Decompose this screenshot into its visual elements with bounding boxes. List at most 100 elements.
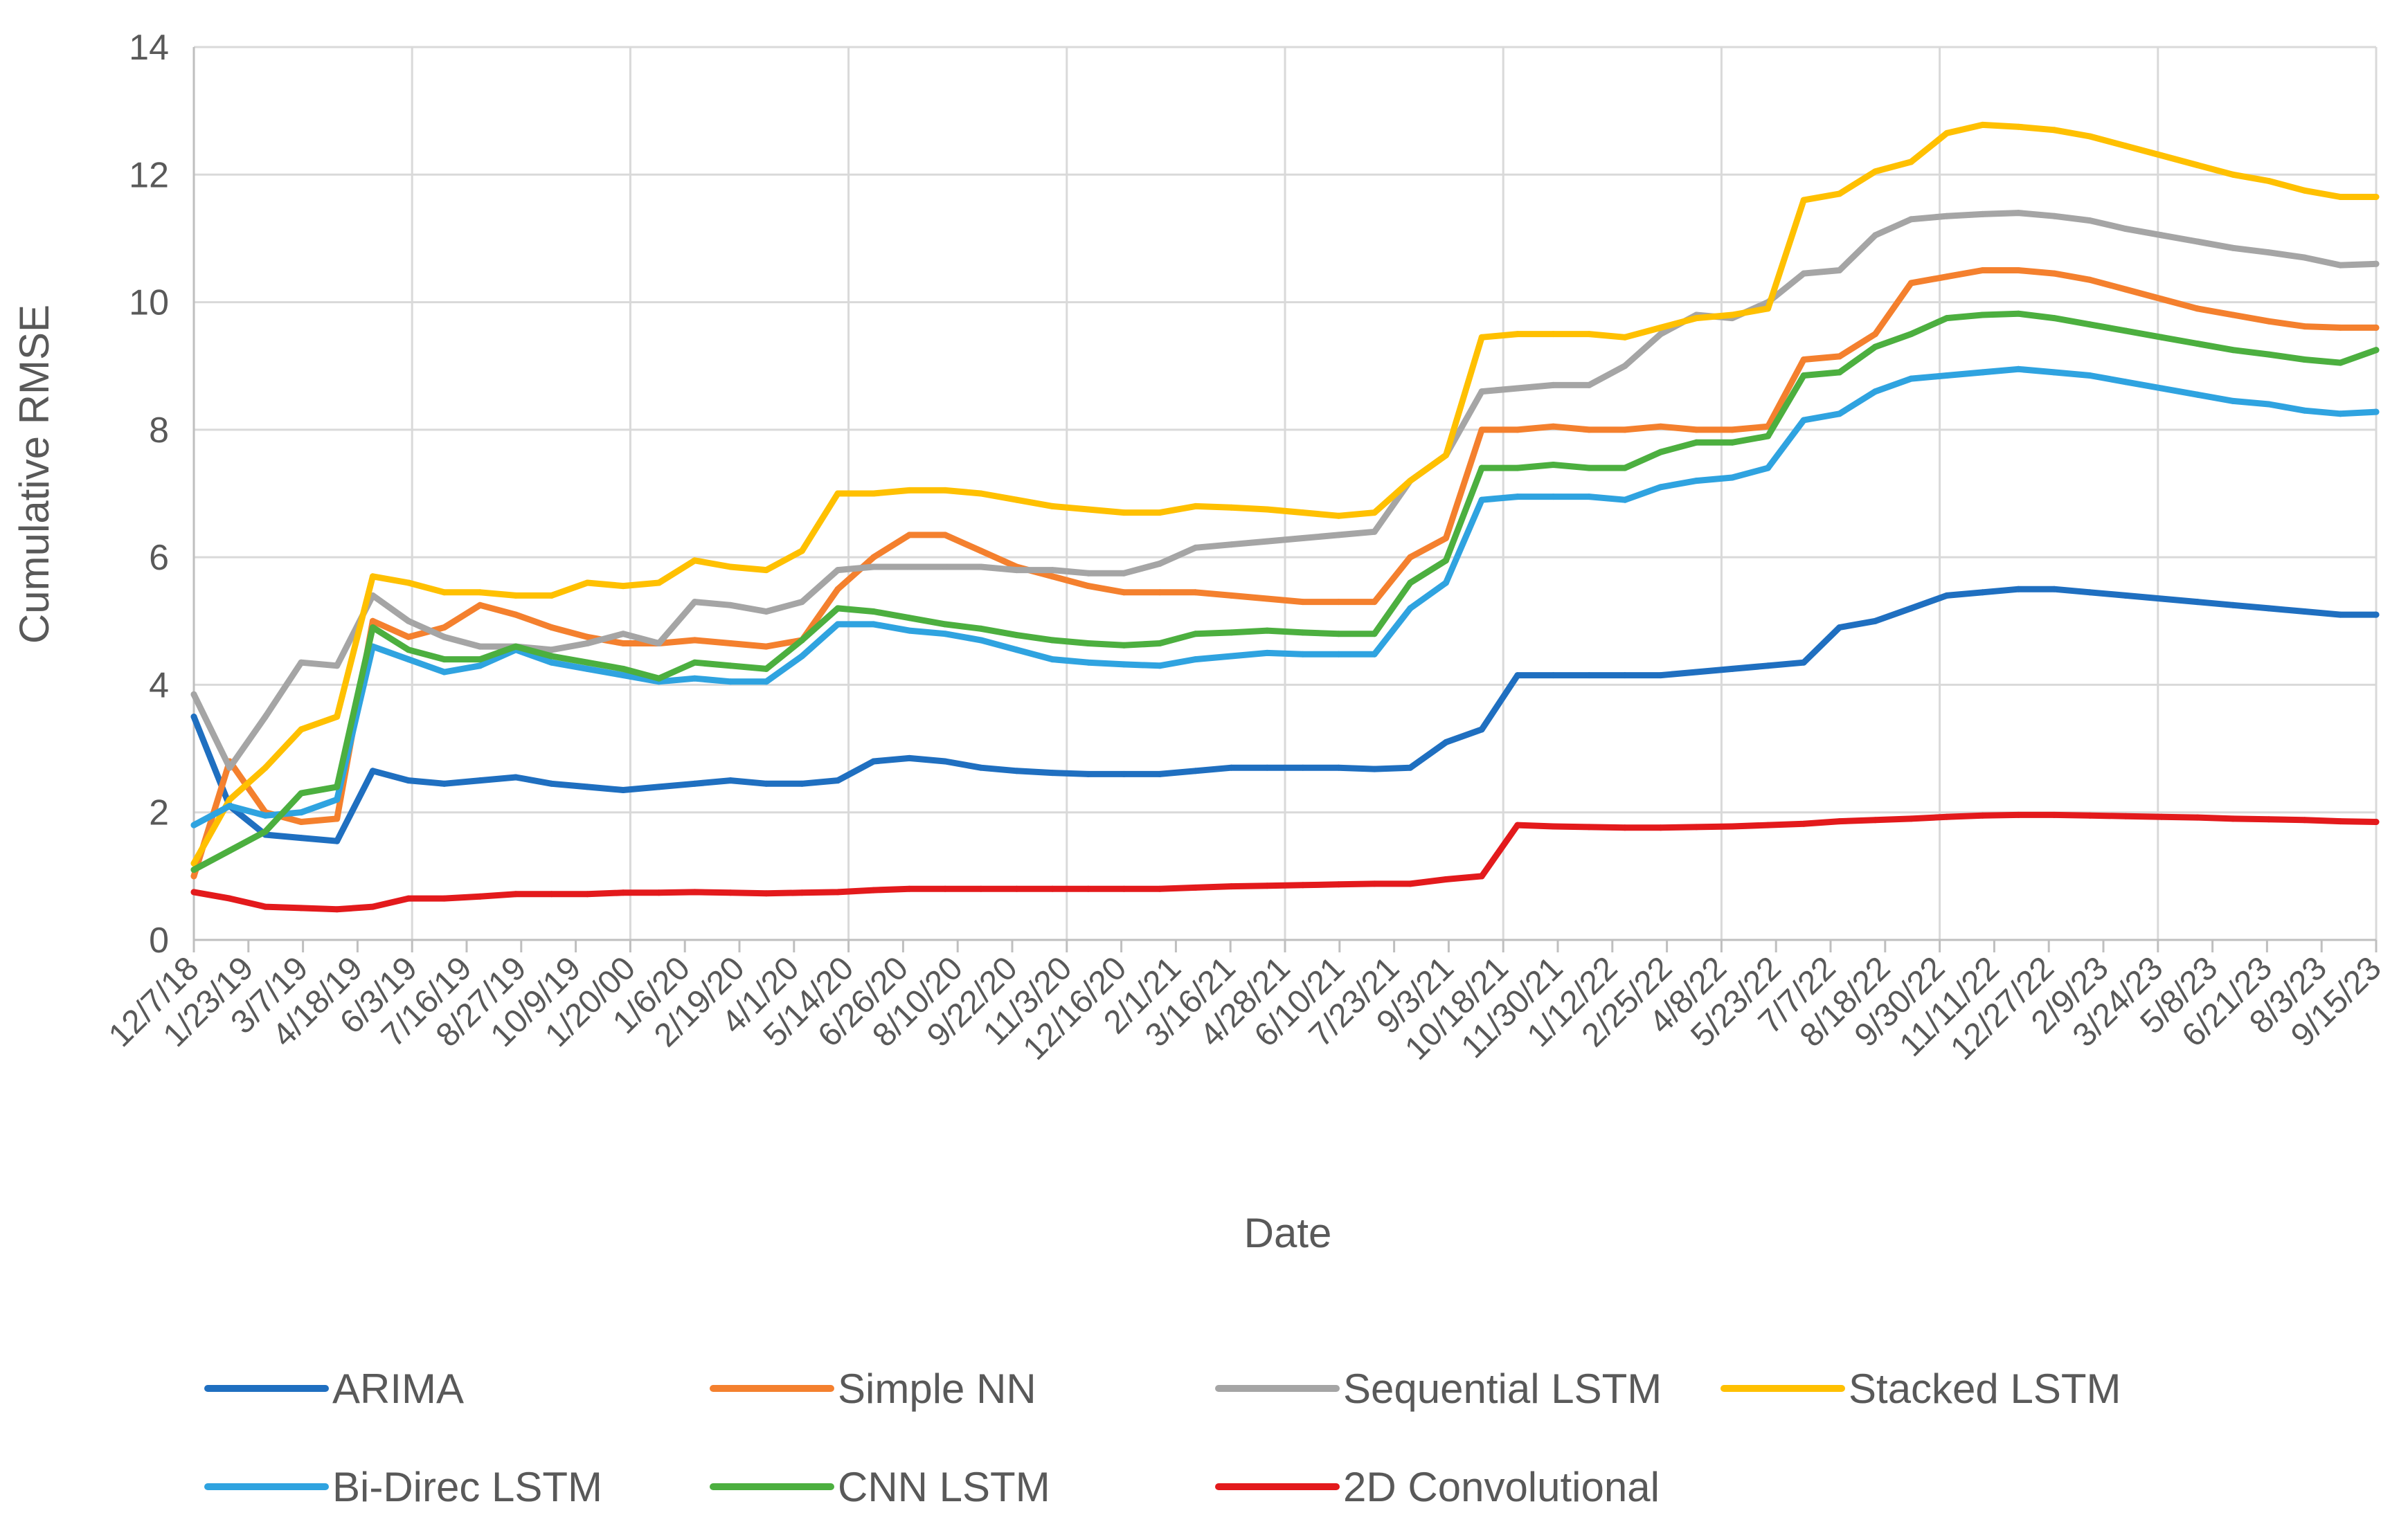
data-point	[334, 837, 341, 844]
data-point	[1765, 822, 1772, 828]
data-point	[2229, 397, 2236, 404]
series-line	[190, 121, 2380, 867]
data-point	[763, 665, 770, 672]
data-point	[1693, 315, 1700, 322]
data-point	[584, 891, 591, 898]
data-point	[369, 573, 376, 580]
data-point	[656, 640, 663, 646]
data-point	[405, 895, 412, 902]
y-tick-label: 4	[149, 665, 169, 705]
data-point	[476, 589, 483, 596]
data-point	[1729, 426, 1736, 433]
series-line	[190, 811, 2380, 913]
series-line	[190, 267, 2380, 880]
legend-item: Bi-Direc LSTM	[204, 1464, 602, 1510]
data-point	[2051, 811, 2058, 818]
series-simple-nn	[190, 267, 2380, 880]
data-point	[1907, 815, 1914, 822]
data-point	[1228, 592, 1234, 599]
data-point	[1407, 579, 1414, 586]
data-point	[1621, 464, 1628, 471]
data-point	[2301, 323, 2308, 330]
data-point	[1407, 880, 1414, 887]
data-point	[2265, 816, 2272, 823]
data-point	[1192, 502, 1199, 509]
data-point	[656, 675, 663, 682]
data-point	[1836, 624, 1843, 631]
data-point	[1156, 662, 1163, 669]
data-point	[2337, 324, 2344, 331]
data-point	[190, 860, 197, 867]
data-point	[548, 659, 555, 666]
data-point	[1943, 273, 1950, 280]
data-point	[1156, 509, 1163, 516]
data-point	[2087, 217, 2094, 224]
data-point	[1371, 651, 1378, 658]
data-point	[834, 567, 841, 574]
data-point	[1550, 331, 1556, 338]
data-point	[2301, 356, 2308, 363]
data-point	[405, 633, 412, 640]
data-point	[1872, 617, 1879, 624]
data-point	[620, 672, 627, 679]
data-point	[691, 599, 698, 606]
data-point	[1943, 212, 1950, 219]
data-point	[584, 659, 591, 666]
data-point	[2194, 599, 2201, 606]
data-point	[548, 646, 555, 653]
data-point	[1979, 267, 1986, 273]
data-point	[1729, 823, 1736, 830]
data-point	[870, 490, 877, 497]
data-point	[834, 621, 841, 628]
data-point	[1264, 882, 1270, 889]
data-point	[441, 656, 448, 663]
y-tick-label: 6	[149, 538, 169, 578]
data-point	[620, 787, 627, 793]
data-point	[548, 891, 555, 898]
data-point	[441, 669, 448, 676]
data-point	[2087, 372, 2094, 379]
legend-label: CNN LSTM	[838, 1464, 1050, 1510]
data-point	[798, 780, 805, 787]
data-point	[870, 608, 877, 615]
data-point	[190, 873, 197, 880]
data-point	[369, 624, 376, 631]
data-point	[942, 532, 949, 538]
data-point	[656, 579, 663, 586]
data-point	[1121, 589, 1127, 596]
data-point	[2229, 815, 2236, 822]
data-point	[1192, 631, 1199, 637]
data-point	[1336, 512, 1342, 519]
data-point	[620, 583, 627, 590]
data-point	[1407, 554, 1414, 561]
data-point	[2087, 589, 2094, 596]
data-point	[2373, 611, 2380, 618]
data-point	[1156, 640, 1163, 646]
data-point	[1300, 882, 1306, 889]
data-point	[405, 579, 412, 586]
data-point	[1156, 589, 1163, 596]
data-point	[1407, 764, 1414, 771]
data-point	[476, 893, 483, 900]
data-point	[1300, 651, 1306, 658]
data-point	[2301, 254, 2308, 261]
data-point	[1514, 331, 1521, 338]
data-point	[1407, 605, 1414, 612]
data-point	[1621, 496, 1628, 503]
data-point	[2265, 178, 2272, 184]
data-point	[1336, 532, 1342, 538]
data-point	[691, 637, 698, 644]
legend-label: Simple NN	[838, 1366, 1036, 1412]
data-point	[763, 678, 770, 685]
data-point	[798, 547, 805, 554]
data-point	[190, 691, 197, 698]
data-point	[978, 625, 985, 632]
data-point	[870, 554, 877, 561]
data-point	[1693, 478, 1700, 484]
data-point	[2051, 586, 2058, 592]
data-point	[2229, 347, 2236, 354]
data-point	[2122, 226, 2129, 233]
data-point	[1085, 885, 1092, 892]
data-point	[1729, 665, 1736, 672]
data-point	[1300, 535, 1306, 541]
